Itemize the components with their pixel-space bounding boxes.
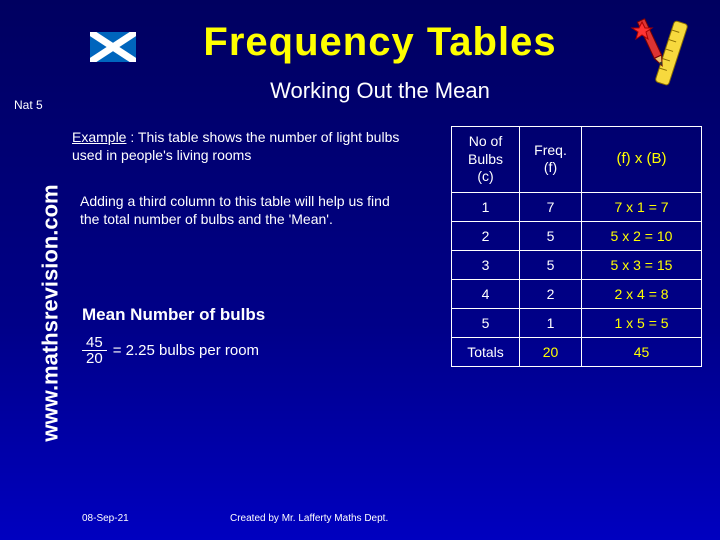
cell-calc: 7 x 1 = 7 — [582, 192, 702, 221]
cell-calc: 5 x 3 = 15 — [582, 250, 702, 279]
fraction-denominator: 20 — [82, 351, 107, 366]
cell-freq: 5 — [520, 221, 582, 250]
cell-freq: 7 — [520, 192, 582, 221]
header-bulbs: No of Bulbs (c) — [452, 127, 520, 193]
cell-bulbs: 4 — [452, 279, 520, 308]
totals-freq: 20 — [520, 337, 582, 366]
example-text: Example : This table shows the number of… — [72, 128, 402, 164]
nat5-label: Nat 5 — [14, 98, 43, 112]
table-totals-row: Totals 20 45 — [452, 337, 702, 366]
mean-equation: 45 20 = 2.25 bulbs per room — [82, 335, 259, 366]
table-row: 5 1 1 x 5 = 5 — [452, 308, 702, 337]
table-row: 3 5 5 x 3 = 15 — [452, 250, 702, 279]
table-row: 4 2 2 x 4 = 8 — [452, 279, 702, 308]
cell-bulbs: 3 — [452, 250, 520, 279]
mean-heading: Mean Number of bulbs — [82, 305, 265, 325]
cell-bulbs: 1 — [452, 192, 520, 221]
table-row: 1 7 7 x 1 = 7 — [452, 192, 702, 221]
cell-calc: 5 x 2 = 10 — [582, 221, 702, 250]
scotland-flag-icon — [90, 32, 136, 62]
footer-credit: Created by Mr. Lafferty Maths Dept. — [230, 513, 388, 524]
adding-text: Adding a third column to this table will… — [80, 192, 390, 228]
table-header-row: No of Bulbs (c) Freq. (f) (f) x (B) — [452, 127, 702, 193]
cell-freq: 1 — [520, 308, 582, 337]
slide-title: Frequency Tables — [140, 20, 620, 65]
equation-result: = 2.25 bulbs per room — [113, 342, 259, 359]
cell-freq: 2 — [520, 279, 582, 308]
totals-sum: 45 — [582, 337, 702, 366]
footer-date: 08-Sep-21 — [82, 513, 129, 524]
header-fxb: (f) x (B) — [582, 127, 702, 193]
fraction-numerator: 45 — [82, 335, 107, 351]
table-row: 2 5 5 x 2 = 10 — [452, 221, 702, 250]
example-label: Example — [72, 129, 126, 145]
cell-bulbs: 5 — [452, 308, 520, 337]
totals-label: Totals — [452, 337, 520, 366]
cell-calc: 1 x 5 = 5 — [582, 308, 702, 337]
header-freq: Freq. (f) — [520, 127, 582, 193]
cell-freq: 5 — [520, 250, 582, 279]
cell-calc: 2 x 4 = 8 — [582, 279, 702, 308]
website-label: www.mathsrevision.com — [38, 184, 64, 441]
fraction: 45 20 — [82, 335, 107, 366]
slide-subtitle: Working Out the Mean — [140, 78, 620, 104]
frequency-table: No of Bulbs (c) Freq. (f) (f) x (B) 1 7 … — [451, 126, 702, 367]
stationery-icon — [628, 14, 708, 94]
cell-bulbs: 2 — [452, 221, 520, 250]
